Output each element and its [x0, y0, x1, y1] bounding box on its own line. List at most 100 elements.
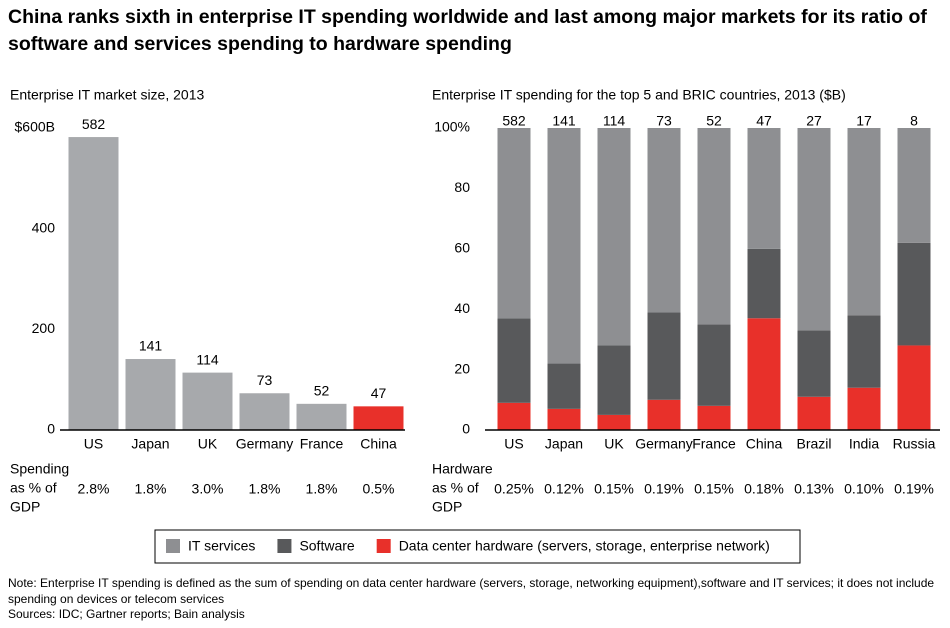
bar-segment: [847, 387, 881, 430]
bar-segment: [497, 318, 531, 403]
x-tick-label: Japan: [131, 436, 169, 452]
row-value: 1.8%: [135, 481, 167, 497]
y-tick-label: 0: [462, 421, 470, 437]
y-tick-label: 60: [454, 240, 470, 256]
legend-label: Data center hardware (servers, storage, …: [399, 538, 770, 554]
total-label: 141: [552, 113, 576, 129]
row-value: 0.18%: [744, 481, 784, 497]
bar-segment: [597, 128, 631, 346]
x-tick-label: US: [84, 436, 103, 452]
value-label: 141: [139, 338, 163, 354]
legend-label: Software: [299, 538, 354, 554]
x-tick-label: Russia: [893, 436, 936, 452]
bar-segment: [797, 128, 831, 331]
row-label: GDP: [432, 499, 462, 515]
subtitle: Enterprise IT market size, 2013: [10, 87, 204, 103]
total-label: 52: [706, 113, 722, 129]
value-label: 47: [371, 385, 387, 401]
bar: [239, 393, 290, 430]
bar: [125, 359, 176, 430]
row-value: 0.5%: [363, 481, 395, 497]
x-tick-label: China: [746, 436, 783, 452]
value-label: 73: [257, 372, 273, 388]
x-tick-label: India: [849, 436, 880, 452]
legend-swatch: [166, 539, 180, 553]
row-value: 0.15%: [594, 481, 634, 497]
row-label: as % of: [432, 480, 479, 496]
row-label: Hardware: [432, 461, 493, 477]
x-tick-label: France: [300, 436, 344, 452]
y-tick-label: 40: [454, 300, 470, 316]
bar-segment: [747, 248, 781, 319]
y-tick-label: 20: [454, 360, 470, 376]
row-label: GDP: [10, 499, 40, 515]
row-value: 1.8%: [306, 481, 338, 497]
legend-label: IT services: [188, 538, 255, 554]
bar-segment: [697, 405, 731, 430]
bar-segment: [547, 408, 581, 430]
bar: [68, 137, 119, 430]
bar: [182, 372, 233, 430]
legend-swatch: [376, 539, 391, 553]
row-label: as % of: [10, 480, 57, 496]
bar-segment: [747, 128, 781, 249]
row-value: 0.15%: [694, 481, 734, 497]
value-label: 114: [196, 351, 219, 367]
row-value: 3.0%: [192, 481, 224, 497]
x-tick-label: Germany: [635, 436, 693, 452]
total-label: 114: [603, 113, 626, 129]
sources: Sources: IDC; Gartner reports; Bain anal…: [8, 607, 245, 621]
bar: [296, 403, 347, 430]
bar-segment: [597, 414, 631, 430]
y-tick-label: 100%: [434, 119, 470, 135]
subtitle: Enterprise IT spending for the top 5 and…: [432, 87, 846, 103]
row-label: Spending: [10, 461, 69, 477]
bar-segment: [497, 128, 531, 319]
y-tick-label: 200: [32, 320, 56, 336]
bar-segment: [597, 345, 631, 415]
y-tick-label: 0: [47, 421, 55, 437]
bar-segment: [497, 402, 531, 430]
x-tick-label: China: [360, 436, 397, 452]
bar-segment: [847, 128, 881, 316]
row-value: 0.10%: [844, 481, 884, 497]
x-tick-label: Japan: [545, 436, 583, 452]
row-value: 0.13%: [794, 481, 834, 497]
bar-segment: [547, 363, 581, 409]
bar-segment: [547, 128, 581, 364]
value-label: 582: [82, 116, 106, 132]
value-label: 52: [314, 383, 330, 399]
total-label: 582: [502, 113, 526, 129]
bar-segment: [847, 315, 881, 388]
bar: [353, 406, 404, 430]
bar-segment: [647, 399, 681, 430]
x-tick-label: US: [504, 436, 523, 452]
bar-segment: [647, 312, 681, 400]
x-tick-label: Germany: [236, 436, 294, 452]
x-tick-label: UK: [604, 436, 624, 452]
bar-segment: [797, 396, 831, 430]
x-tick-label: France: [692, 436, 736, 452]
total-label: 73: [656, 113, 672, 129]
bar-segment: [647, 128, 681, 313]
total-label: 27: [806, 113, 822, 129]
bar-segment: [897, 128, 931, 243]
x-tick-label: UK: [198, 436, 218, 452]
row-value: 0.19%: [644, 481, 684, 497]
legend-box: [154, 529, 801, 564]
total-label: 47: [756, 113, 772, 129]
total-label: 8: [910, 113, 918, 129]
row-value: 1.8%: [249, 481, 281, 497]
total-label: 17: [856, 113, 872, 129]
legend-swatch: [277, 539, 292, 553]
row-value: 0.19%: [894, 481, 934, 497]
bar-segment: [697, 128, 731, 325]
y-tick-label: $600B: [15, 119, 55, 135]
bar-segment: [797, 330, 831, 397]
row-value: 0.12%: [544, 481, 584, 497]
y-tick-label: 80: [454, 179, 470, 195]
note: Note: Enterprise IT spending is defined …: [8, 576, 935, 606]
row-value: 2.8%: [78, 481, 110, 497]
